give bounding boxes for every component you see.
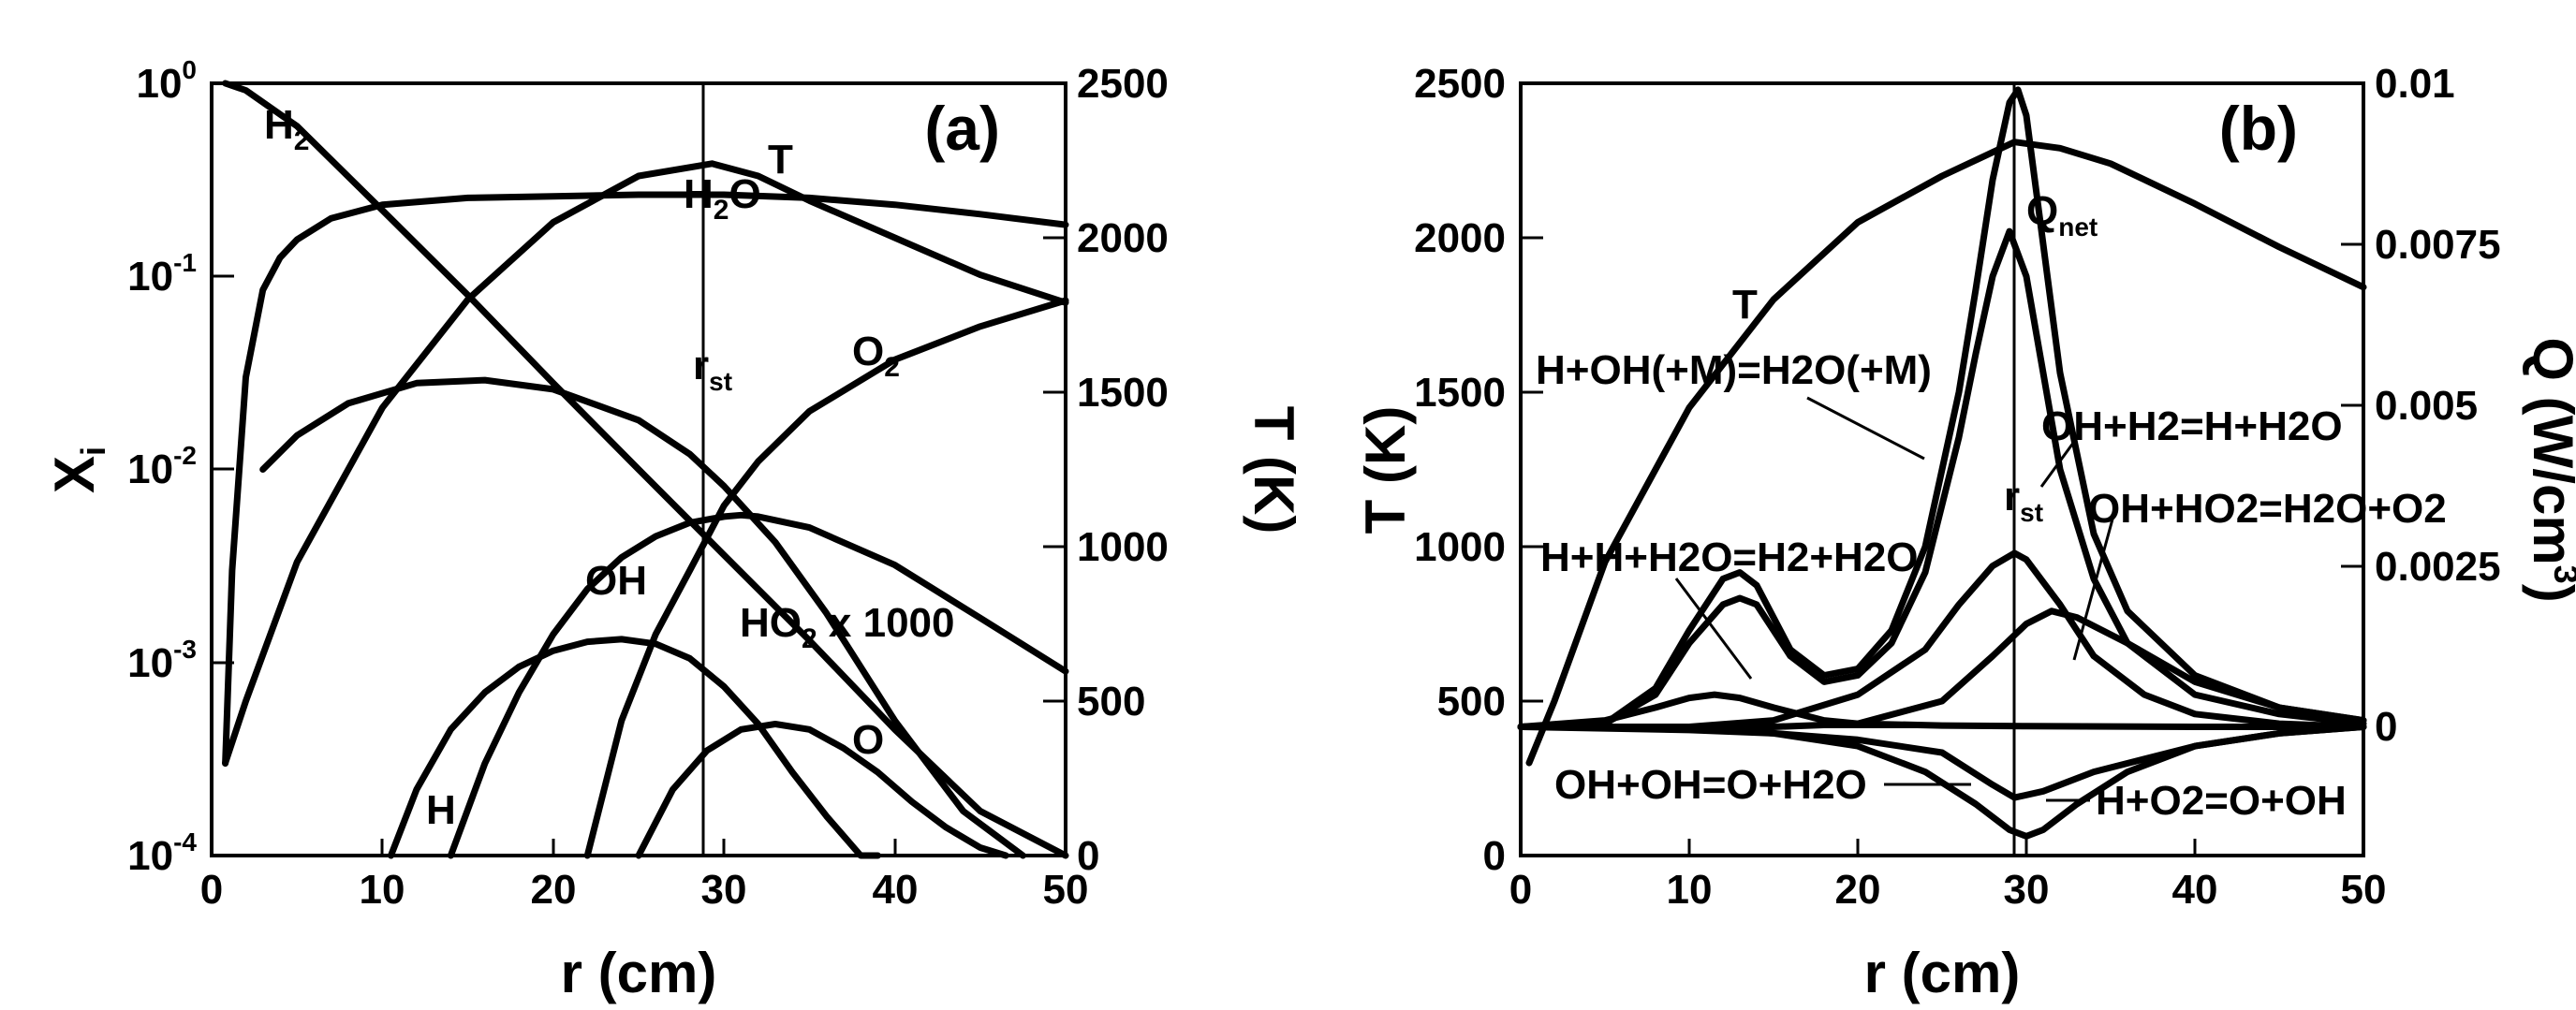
panel-b-right-tick-label: 0: [2375, 704, 2397, 750]
panel-b-left-axis-title: T (K): [1354, 406, 1417, 534]
panel-a-x-tick-label: 10: [360, 867, 405, 913]
panel-a-label-t: T: [768, 137, 793, 183]
panel-a-label-h: H: [426, 787, 456, 833]
panel-b-left-tick-label: 1000: [1414, 524, 1506, 570]
panel-b-series-h-o2-o-oh: [1517, 724, 2367, 840]
panel-b-left-tick-label: 1500: [1414, 370, 1506, 416]
leader-oh-h2: [2039, 434, 2081, 488]
panel-a-right-tick-labels: 0 500 1000 1500 2000 2500: [1077, 61, 1169, 879]
panel-b-plot-frame: [1519, 81, 2365, 857]
panel-b-left-tick-label: 500: [1437, 679, 1506, 725]
leader-h-h-h2o: [1674, 578, 1753, 680]
panel-b-left-ticks: [1521, 81, 1543, 857]
panel-a-series-h2o: [222, 191, 1069, 768]
panel-b-right-tick-label: 0.0025: [2375, 544, 2501, 590]
panel-a-x-tick-label: 40: [873, 867, 919, 913]
panel-b-x-tick-label: 40: [2172, 867, 2218, 913]
panel-b-right-ticks: [2341, 81, 2363, 728]
panel-b-x-tick-labels: 0 10 20 30 40 50: [1509, 867, 2387, 913]
panel-a-y-tick-label: 10-3: [127, 635, 197, 686]
leader-h-oh-m: [1806, 396, 1925, 461]
panel-a-x-tick-label: 30: [701, 867, 747, 913]
panel-b-right-tick-labels: 0 0.0025 0.005 0.0075 0.01: [2375, 61, 2501, 750]
panel-a-x-tick-label: 0: [200, 867, 223, 913]
panel-a-right-tick-label: 1500: [1077, 370, 1169, 416]
panel-a-left-tick-labels: 10-4 10-3 10-2 10-1 100: [127, 55, 197, 879]
panel-b-left-tick-label: 0: [1483, 833, 1506, 879]
panel-a-label-oh: OH: [585, 558, 647, 604]
panel-b-label-h-o2: H+O2=O+OH: [2096, 778, 2347, 824]
panel-b-right-tick-label: 0.005: [2375, 383, 2478, 429]
panel-a-right-tick-label: 1000: [1077, 524, 1169, 570]
panel-b-rst-label: rst: [2004, 474, 2043, 527]
panel-a-label-ho2: HO2 x 1000: [740, 600, 955, 654]
panel-a-x-tick-label: 20: [531, 867, 577, 913]
panel-a-series-o: [635, 721, 1009, 859]
panel-a-x-tick-label: 50: [1043, 867, 1089, 913]
panel-b-left-tick-labels: 0 500 1000 1500 2000 2500: [1414, 61, 1506, 879]
panel-b-x-axis-title: r (cm): [1864, 942, 2021, 1004]
panel-a-left-axis-title: Xi: [43, 446, 112, 493]
panel-b-x-tick-label: 50: [2341, 867, 2387, 913]
panel-b: 0 10 20 30 40 50 0 500 1000 1500 2000 25…: [1354, 61, 2576, 1004]
panel-b-label-oh-oh: OH+OH=O+H2O: [1554, 762, 1867, 808]
panel-b-right-axis-title: Q (W/cm3): [2522, 337, 2576, 602]
panel-b-label: (b): [2219, 94, 2298, 163]
panel-a-y-tick-label: 100: [136, 55, 197, 107]
leader-oh-ho2: [2072, 505, 2118, 661]
panel-b-label-oh-h2: OH+H2=H+H2O: [2041, 403, 2343, 449]
panel-a-right-tick-label: 500: [1077, 679, 1145, 725]
panel-b-right-tick-label: 0.0075: [2375, 222, 2501, 268]
panel-b-label-qnet: Qnet: [2026, 188, 2098, 242]
panel-b-curves: [1517, 86, 2367, 840]
panel-a-series-h: [388, 636, 881, 859]
panel-b-left-tick-label: 2000: [1414, 215, 1506, 261]
panel-b-leader-lines: [1674, 396, 2118, 802]
panel-a-right-axis-title: T (K): [1243, 406, 1305, 534]
panel-a-right-tick-label: 2000: [1077, 215, 1169, 261]
panel-a-label: (a): [924, 94, 1000, 163]
panel-a-series-o2: [583, 297, 1069, 859]
panel-b-x-ticks: [1519, 839, 2365, 856]
panel-b-x-tick-label: 0: [1509, 867, 1532, 913]
panel-b-x-tick-label: 30: [2004, 867, 2050, 913]
panel-a-y-tick-label: 10-1: [127, 248, 197, 300]
panel-b-label-h-oh-m: H+OH(+M)=H2O(+M): [1536, 347, 1932, 393]
panel-a-right-ticks: [1043, 81, 1066, 857]
panel-b-right-tick-label: 0.01: [2375, 61, 2455, 107]
panel-b-label-oh-ho2: OH+HO2=H2O+O2: [2088, 486, 2447, 532]
panel-a-x-ticks: [210, 839, 1067, 856]
panel-b-label-t: T: [1732, 282, 1758, 328]
panel-a-right-tick-label: 0: [1077, 833, 1099, 879]
panel-b-left-tick-label: 2500: [1414, 61, 1506, 107]
panel-a-x-tick-labels: 0 10 20 30 40 50: [200, 867, 1089, 913]
panel-a-label-o: O: [852, 717, 884, 763]
panel-a-series-t: [222, 160, 1069, 767]
panel-a-right-tick-label: 2500: [1077, 61, 1169, 107]
panel-a: 0 10 20 30 40 50 10-4 10-3 10-2 10-1 100: [43, 55, 1305, 1004]
panel-b-x-tick-label: 20: [1835, 867, 1881, 913]
panel-a-y-tick-label: 10-4: [127, 827, 197, 879]
panel-b-series-q-net: [1517, 86, 2367, 730]
panel-a-curves: [222, 80, 1069, 859]
panel-a-series-oh: [447, 511, 1069, 859]
panel-a-series-ho2-x-1000: [259, 376, 1026, 859]
panel-a-label-h2o: H2O: [684, 171, 761, 226]
panel-a-rst-label: rst: [693, 343, 732, 396]
panel-b-x-tick-label: 10: [1667, 867, 1713, 913]
panel-b-label-h-h-h2o: H+H+H2O=H2+H2O: [1540, 534, 1919, 580]
panel-a-label-h2: H2: [264, 102, 309, 156]
panel-a-y-tick-label: 10-2: [127, 441, 197, 492]
panel-a-x-axis-title: r (cm): [561, 942, 717, 1004]
panel-b-series-t: [1525, 139, 2367, 767]
panel-b-series-h-oh-m-h2o-m: [1517, 227, 2367, 730]
